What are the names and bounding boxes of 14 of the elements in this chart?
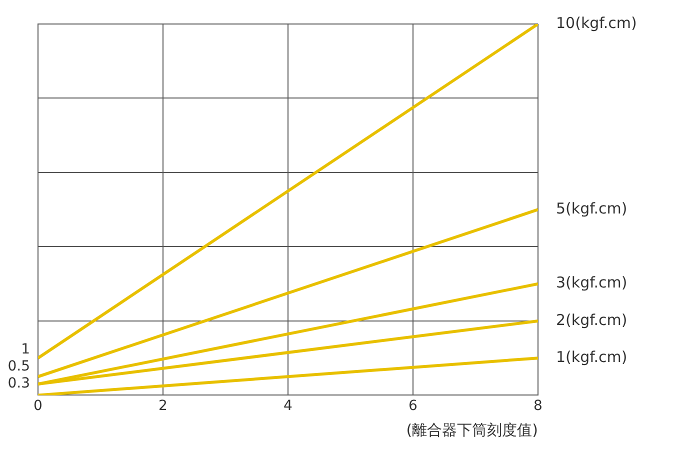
series-label: 5(kgf.cm)	[556, 199, 628, 218]
x-axis-title: (離合器下筒刻度值)	[406, 420, 538, 439]
x-tick-label: 6	[408, 398, 418, 414]
series-label: 3(kgf.cm)	[556, 274, 628, 292]
series-label: 1(kgf.cm)	[556, 348, 628, 366]
x-tick-label: 2	[158, 398, 168, 414]
x-tick-label: 8	[534, 398, 542, 414]
series-label: 2(kgf.cm)	[556, 310, 628, 329]
x-tick-label: 0	[34, 398, 42, 414]
series-label: 10(kgf.cm)	[556, 14, 637, 32]
x-tick-label: 4	[284, 398, 293, 414]
text: 0.3	[8, 376, 30, 392]
text: 1	[21, 342, 30, 358]
text: 0.5	[8, 358, 30, 375]
